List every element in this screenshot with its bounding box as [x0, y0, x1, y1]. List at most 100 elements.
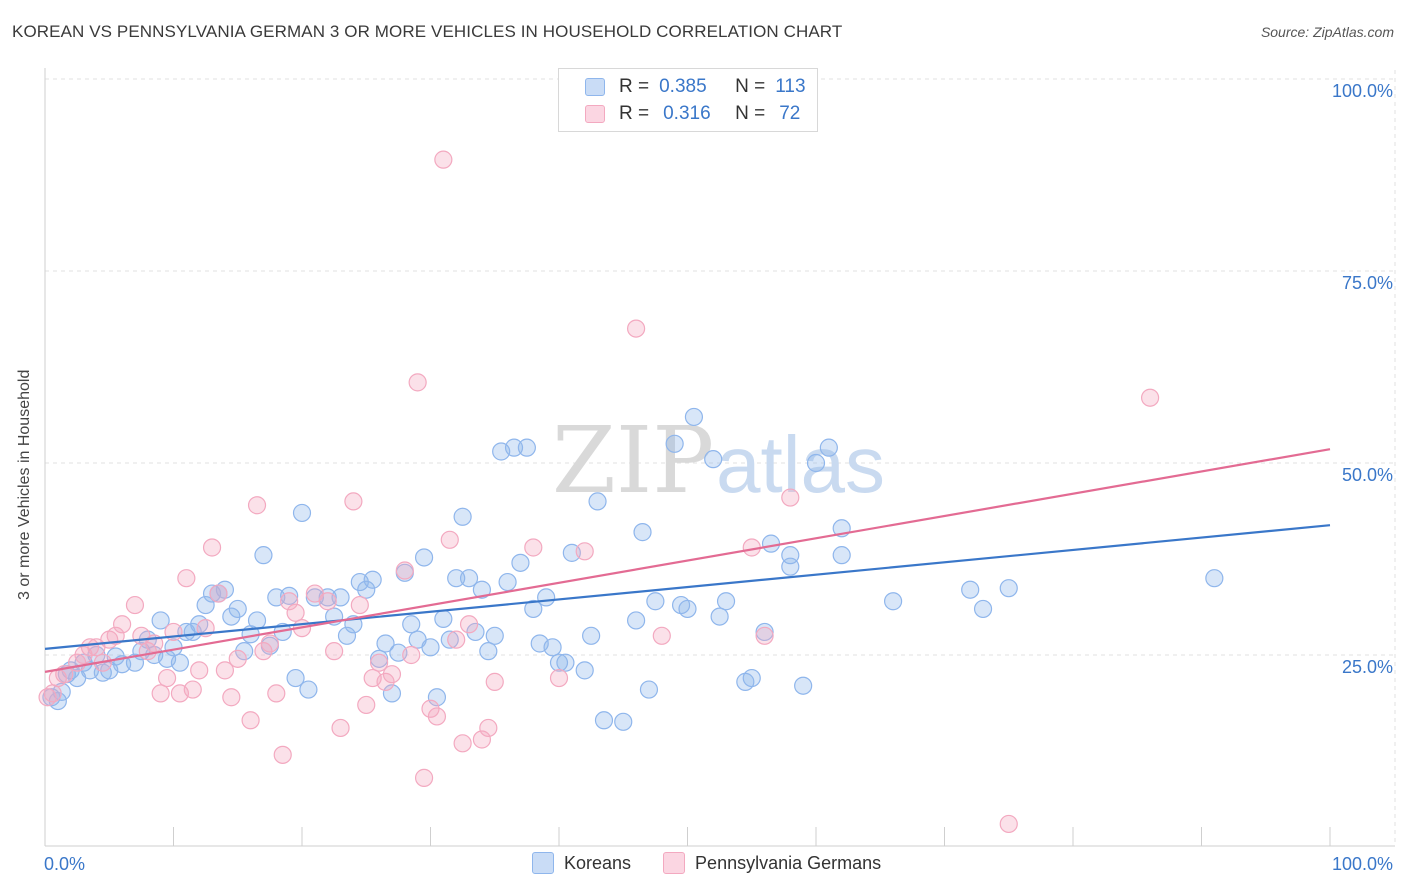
tick-labels: 25.0% 50.0% 75.0% 100.0% 0.0% 100.0%: [44, 81, 1393, 874]
data-point: [157, 668, 177, 688]
watermark-zip: ZIP: [552, 407, 714, 514]
axes: [44, 68, 1395, 847]
legend-n-value: 72: [779, 103, 801, 124]
data-point: [479, 642, 498, 661]
data-point: [537, 588, 556, 607]
data-point: [742, 668, 761, 688]
data-point: [524, 538, 543, 557]
data-point: [440, 630, 459, 649]
data-point: [125, 595, 145, 615]
data-point: [806, 453, 826, 473]
data-point: [427, 707, 447, 726]
trend-lines: [44, 448, 1331, 673]
data-point: [549, 653, 569, 672]
data-point: [196, 595, 215, 615]
data-point: [1140, 388, 1160, 407]
data-point: [151, 684, 170, 703]
data-point: [350, 595, 369, 615]
data-point: [228, 599, 247, 619]
bottom-legend: Koreans Pennsylvania Germans: [532, 852, 913, 874]
data-point: [337, 626, 357, 645]
data-point: [504, 438, 524, 457]
legend: R = 0.385 N = 113 R = 0.316 N = 72: [558, 68, 818, 132]
data-point: [318, 592, 337, 611]
data-point: [633, 523, 652, 542]
data-point: [498, 572, 517, 592]
data-point: [357, 695, 376, 715]
data-point: [112, 615, 132, 634]
data-point: [755, 626, 774, 645]
data-point: [440, 530, 459, 549]
data-point: [883, 592, 903, 611]
data-point: [170, 653, 190, 672]
data-point: [280, 592, 299, 611]
data-point: [357, 580, 376, 599]
legend-r-value: 0.316: [663, 103, 711, 124]
data-point: [286, 603, 305, 622]
data-point: [447, 630, 466, 649]
data-point: [52, 682, 71, 701]
legend-n-label: N =: [735, 76, 766, 97]
bottom-legend-label-koreans: Koreans: [564, 852, 632, 873]
data-point: [382, 665, 402, 684]
data-point: [183, 680, 202, 699]
data-point: [376, 634, 395, 653]
data-point: [247, 496, 267, 515]
y-tick-label: 100.0%: [1332, 81, 1393, 101]
x-tick-label: 100.0%: [1332, 854, 1393, 874]
bottom-legend-koreans: Koreans: [532, 852, 631, 874]
data-point: [999, 814, 1018, 834]
data-point: [1205, 569, 1224, 588]
legend-r-value: 0.385: [659, 76, 707, 97]
bottom-legend-swatch-pennsylvania-germans: [663, 852, 686, 874]
data-points: [38, 150, 1224, 834]
data-point: [414, 768, 434, 787]
data-point: [704, 450, 723, 469]
data-point: [626, 611, 646, 630]
data-point: [280, 586, 299, 605]
data-point: [414, 548, 434, 567]
legend-n-value: 113: [775, 76, 806, 97]
data-point: [459, 615, 479, 634]
legend-swatch-koreans: [585, 78, 605, 96]
data-point: [716, 592, 736, 611]
watermark-atlas: atlas: [716, 420, 885, 509]
data-point: [639, 680, 659, 699]
data-point: [485, 672, 504, 691]
trend-line-koreans: [44, 524, 1331, 650]
data-point: [222, 688, 241, 707]
data-point: [331, 718, 350, 738]
data-point: [626, 319, 646, 338]
legend-n-label: N =: [735, 103, 766, 124]
data-point: [395, 561, 414, 580]
data-point: [209, 584, 228, 603]
data-point: [447, 569, 466, 588]
trend-line-pennsylvania-germans: [44, 448, 1331, 673]
x-tick-label: 0.0%: [44, 854, 85, 874]
data-point: [190, 661, 209, 680]
source-label: Source: ZipAtlas.com: [1260, 24, 1394, 40]
bottom-legend-swatch-koreans: [532, 852, 554, 874]
bottom-legend-pennsylvania-germans: Pennsylvania Germans: [663, 852, 881, 874]
data-point: [543, 638, 562, 657]
y-tick-label: 75.0%: [1342, 273, 1393, 293]
data-point: [402, 645, 421, 665]
series-koreans: [42, 407, 1224, 731]
data-point: [961, 580, 980, 599]
data-point: [684, 407, 704, 427]
data-point: [325, 642, 344, 661]
data-point: [999, 579, 1018, 598]
data-point: [241, 711, 260, 730]
data-point: [588, 492, 607, 511]
data-point: [202, 538, 222, 557]
data-point: [292, 503, 312, 523]
data-point: [370, 653, 389, 672]
data-point: [582, 626, 601, 645]
data-point: [254, 546, 273, 565]
data-point: [453, 507, 472, 526]
data-point: [164, 638, 183, 657]
data-point: [665, 434, 684, 453]
data-point: [781, 557, 800, 576]
data-point: [125, 653, 145, 672]
data-point: [421, 638, 440, 657]
